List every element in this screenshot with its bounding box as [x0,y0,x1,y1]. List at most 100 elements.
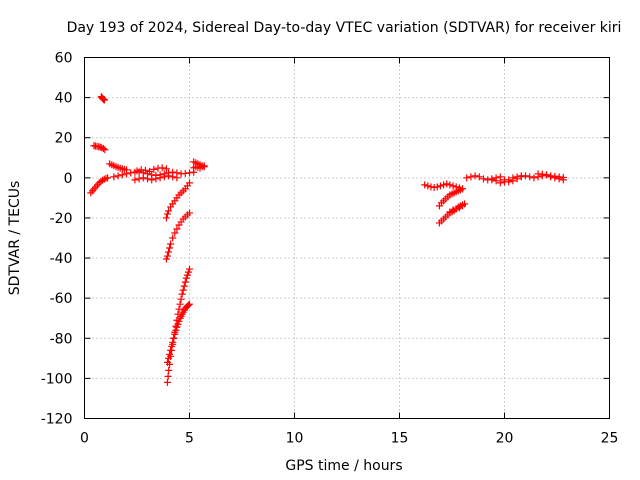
data-point [118,171,126,179]
y-tick-label: 20 [55,131,73,147]
y-tick-label: 0 [64,171,73,187]
data-point [538,170,546,178]
data-point [96,143,104,151]
data-point [162,214,170,222]
data-point [104,174,112,182]
data-point [164,372,172,380]
data-point [169,338,177,346]
data-point [163,210,171,218]
data-point [424,182,432,190]
data-point [430,183,438,191]
data-point [509,174,517,182]
data-point [171,229,179,237]
chart-title: Day 193 of 2024, Sidereal Day-to-day VTE… [67,20,622,36]
data-point [131,176,139,184]
data-point [144,175,151,183]
data-point [505,176,513,184]
data-point [173,225,181,233]
data-point [184,301,192,309]
data-points [87,93,567,386]
data-point [177,295,185,303]
data-point [459,202,466,210]
data-point [186,209,193,217]
y-tick-label: -120 [41,412,73,428]
data-point [463,174,471,182]
data-point [150,165,158,173]
series-arc-p [435,200,469,227]
y-tick-label: -60 [50,291,73,307]
data-point [517,172,525,180]
data-point [559,173,567,181]
data-point [186,169,193,177]
data-point [169,234,177,242]
data-point [555,173,563,181]
data-point [148,176,156,184]
data-point [421,181,429,189]
series-arc-g [133,164,170,175]
data-point [156,174,164,182]
data-point [165,172,172,180]
data-point [180,282,188,290]
x-tick-label: 25 [601,431,619,447]
series-arc-o [435,185,466,210]
x-tick-label: 10 [286,431,304,447]
data-point [178,290,186,298]
data-point [176,300,184,308]
data-point [186,300,193,308]
data-point [165,354,172,362]
series-arc-f [131,172,181,184]
grid-lines [84,57,610,419]
data-point [166,350,174,358]
x-tick-label: 15 [391,431,409,447]
data-point [488,176,496,184]
data-point [165,366,173,374]
data-point [181,278,189,286]
data-point [165,248,172,256]
data-point [127,169,135,177]
data-point [501,178,508,186]
data-point [174,320,182,328]
series-arc-c [87,174,112,197]
data-point [446,181,454,189]
data-point [440,181,448,189]
data-point [114,172,122,180]
data-point [163,378,171,386]
x-tick-label: 20 [496,431,514,447]
data-point [165,207,172,215]
data-point [139,174,147,182]
data-point [100,96,108,104]
data-point [110,173,118,181]
data-point [173,323,181,331]
data-point [513,173,521,181]
y-tick-label: 60 [55,51,73,67]
plot-frame [84,57,610,419]
data-point [467,173,475,181]
series-arc-a [97,93,108,104]
data-point [160,173,168,181]
data-point [135,175,143,183]
data-point [492,177,500,185]
data-point [181,169,189,177]
axis-ticks: -120 -100 -80 -60 -40 -20 0 20 40 60 0 5 10 15 20 25 [41,51,619,447]
data-point [480,175,487,183]
series-arc-s [488,172,525,187]
series-arc-d [106,160,130,174]
x-tick-label: 5 [185,431,194,447]
data-point [433,183,441,191]
data-point [427,183,435,191]
data-point [182,274,190,282]
data-point [163,358,171,366]
series-arc-i [190,162,208,172]
data-point [449,206,457,214]
data-point [175,305,183,313]
data-point [173,174,181,182]
data-point [449,182,457,190]
data-point [172,326,180,334]
y-tick-label: -100 [41,371,73,387]
data-point [443,180,451,188]
data-point [166,244,174,252]
data-point [99,145,107,153]
data-point [543,171,550,179]
data-point [496,179,504,187]
